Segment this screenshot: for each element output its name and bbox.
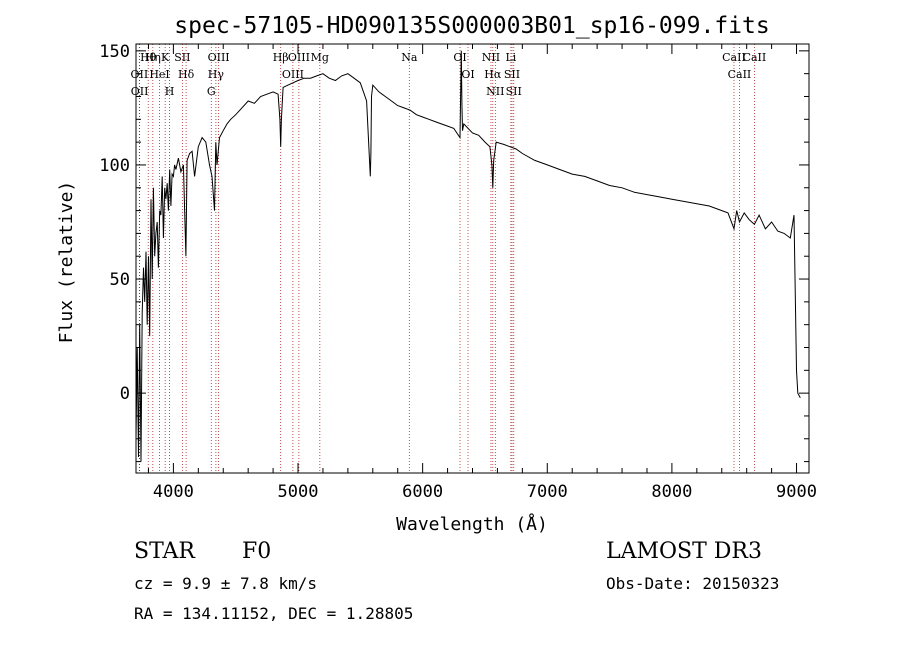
line-label-OII: OII: [131, 68, 149, 81]
y-axis-ticks: 0 50 100 150: [99, 42, 809, 463]
spectrum-line: [135, 50, 801, 462]
obs-date: Obs-Date: 20150323: [606, 574, 780, 593]
line-label-OI: OI: [461, 68, 474, 81]
line-label-CaII: CaII: [743, 51, 767, 64]
line-label-Li: Li: [505, 51, 516, 64]
redshift-text: cz = 9.9 ± 7.8 km/s: [134, 574, 318, 593]
x-tick-label: 8000: [651, 482, 692, 502]
line-label-Hβ: Hβ: [273, 51, 289, 64]
y-tick-label: 0: [120, 384, 130, 404]
plot-frame: [135, 43, 810, 474]
line-label-SII: SII: [174, 51, 190, 64]
line-label-Hδ: Hδ: [178, 68, 195, 81]
coordinates: RA = 134.11152, DEC = 1.28805: [134, 604, 414, 623]
line-label-Hθ: Hθ: [140, 51, 157, 64]
x-tick-label: 6000: [402, 482, 443, 502]
line-label-CaII: CaII: [728, 68, 752, 81]
chart-title: spec-57105-HD090135S000003B01_sp16-099.f…: [174, 13, 769, 39]
line-label-H: H: [165, 85, 175, 98]
line-label-Mg: Mg: [311, 51, 329, 64]
survey-name: LAMOST DR3: [606, 539, 762, 564]
line-label-OI: OI: [453, 51, 466, 64]
x-tick-label: 5000: [278, 482, 319, 502]
x-axis-ticks: 4000 5000 6000 7000 8000 9000: [147, 44, 817, 502]
line-label-Hγ: Hγ: [208, 68, 225, 81]
line-label-Hα: Hα: [484, 68, 502, 81]
x-tick-label: 4000: [153, 482, 194, 502]
object-class: STAR: [134, 539, 195, 564]
spectral-line-markers: [138, 44, 755, 473]
x-tick-label: 7000: [527, 482, 568, 502]
line-label-CaII: CaII: [722, 51, 746, 64]
y-axis-label: Flux (relative): [56, 181, 77, 344]
x-tick-label: 9000: [776, 482, 817, 502]
line-label-Hη: Hη: [145, 51, 161, 64]
y-tick-label: 150: [99, 42, 130, 62]
line-label-Na: Na: [401, 51, 418, 64]
y-tick-label: 100: [99, 156, 130, 176]
line-label-OIII: OIII: [288, 51, 310, 64]
line-label-NII: NII: [482, 51, 500, 64]
line-label-OIII: OIII: [208, 51, 230, 64]
line-label-SII: SII: [506, 85, 522, 98]
line-label-OII: OII: [131, 85, 149, 98]
x-axis-label: Wavelength (Å): [396, 513, 548, 535]
y-tick-label: 50: [110, 270, 130, 290]
line-label-OIII: OIII: [282, 68, 304, 81]
line-label-NII: NII: [486, 85, 504, 98]
line-label-G: G: [207, 85, 216, 98]
line-label-SII: SII: [504, 68, 520, 81]
line-label-HeI: HeI: [149, 68, 169, 81]
line-label-K: K: [161, 51, 170, 64]
object-subclass: F0: [242, 539, 272, 564]
